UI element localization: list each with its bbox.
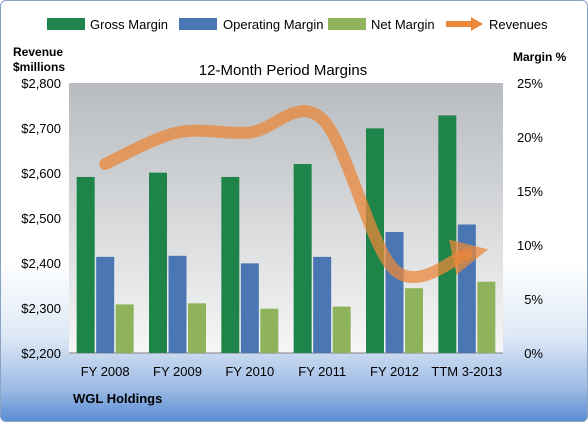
net-margin-bar: [477, 281, 496, 353]
legend-label-revenues: Revenues: [489, 17, 548, 32]
net-margin-bar: [260, 308, 279, 353]
left-axis-label-line1: Revenue: [13, 45, 63, 59]
category-label: FY 2010: [225, 364, 274, 379]
legend-swatch-gross: [47, 18, 85, 30]
operating-margin-bar: [168, 255, 187, 353]
category-label: FY 2009: [153, 364, 202, 379]
legend-label-net: Net Margin: [371, 17, 435, 32]
operating-margin-bar: [313, 256, 332, 353]
revenue-line: [99, 105, 488, 284]
operating-margin-bar: [96, 256, 115, 353]
revenue-line-group: [99, 105, 488, 284]
gross-margin-bar: [438, 115, 457, 354]
category-labels: FY 2008 FY 2009 FY 2010 FY 2011 FY 2012 TTM 3…: [81, 364, 503, 379]
operating-margin-bar: [457, 224, 476, 353]
left-tick-label: $2,300: [21, 301, 61, 316]
legend: Gross Margin Operating Margin Net Margin…: [47, 17, 548, 32]
legend-swatch-net: [328, 18, 366, 30]
legend-label-operating: Operating Margin: [223, 17, 323, 32]
plot-area: [69, 83, 503, 353]
left-tick-label: $2,200: [21, 346, 61, 361]
operating-margin-bar: [385, 232, 404, 353]
left-tick-label: $2,500: [21, 211, 61, 226]
category-label: FY 2008: [81, 364, 130, 379]
category-label: FY 2011: [298, 364, 346, 379]
gross-margin-bar: [293, 164, 312, 353]
left-tick-label: $2,800: [21, 76, 61, 91]
right-tick-label: 5%: [524, 292, 543, 307]
chart-title: 12-Month Period Margins: [199, 62, 367, 79]
operating-margin-bar: [240, 263, 259, 353]
left-tick-label: $2,700: [21, 121, 61, 136]
legend-arrowhead-icon: [471, 17, 483, 31]
right-axis-label: Margin %: [513, 50, 567, 64]
right-tick-label: 0%: [524, 346, 543, 361]
category-label: TTM 3-2013: [431, 364, 502, 379]
legend-swatch-operating: [179, 18, 217, 30]
category-label: FY 2012: [370, 364, 419, 379]
right-tick-label: 10%: [517, 238, 543, 253]
gross-margin-bar: [76, 176, 95, 353]
gross-margin-bar: [221, 176, 240, 353]
left-tick-label: $2,600: [21, 166, 61, 181]
left-tick-label: $2,400: [21, 256, 61, 271]
net-margin-bar: [332, 306, 351, 353]
gross-margin-bar: [149, 172, 167, 353]
right-tick-label: 20%: [517, 130, 543, 145]
left-axis-ticks: $2,200 $2,300 $2,400 $2,500 $2,600 $2,700 $2,8…: [21, 76, 61, 361]
right-tick-label: 25%: [517, 76, 543, 91]
company-name: WGL Holdings: [73, 391, 162, 406]
right-axis-ticks: 0% 5% 10% 15% 20% 25%: [517, 76, 543, 361]
legend-label-gross: Gross Margin: [90, 17, 168, 32]
bars: [76, 115, 496, 354]
net-margin-bar: [188, 303, 206, 353]
net-margin-bar: [115, 304, 134, 353]
net-margin-bar: [405, 288, 423, 353]
left-axis-label-line2: $millions: [13, 60, 65, 74]
right-tick-label: 15%: [517, 184, 543, 199]
